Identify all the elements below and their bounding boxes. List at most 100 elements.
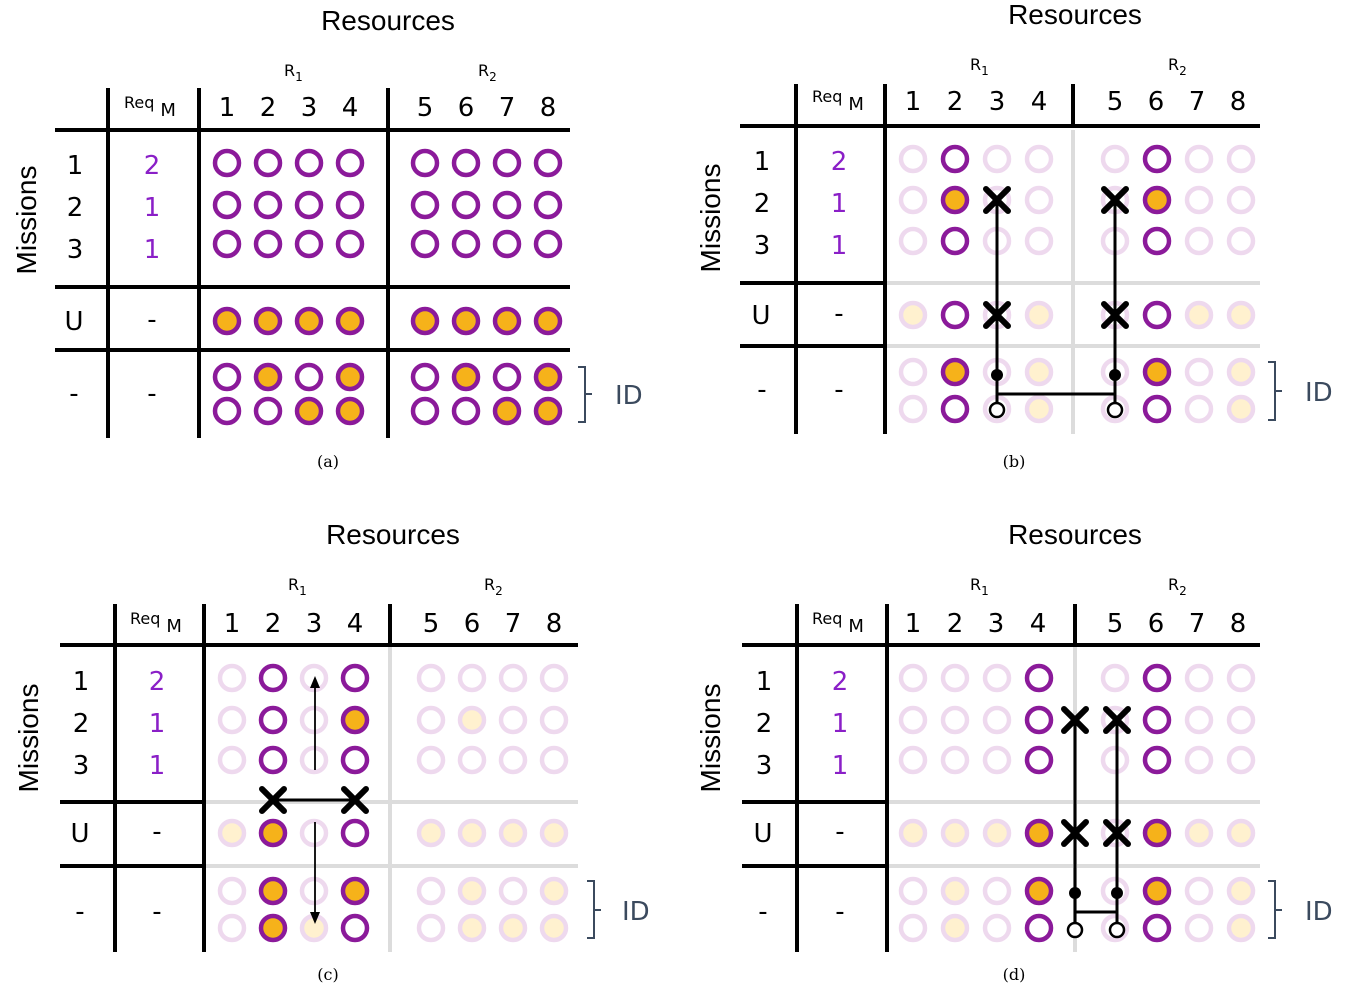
empty-slot: [495, 193, 519, 217]
id-bracket: ID: [1268, 881, 1333, 938]
faded-assigned-slot: [985, 821, 1009, 845]
resource-number: 7: [499, 93, 516, 123]
empty-slot: [1145, 229, 1169, 253]
empty-slot: [495, 232, 519, 256]
empty-slot: [1145, 397, 1169, 421]
mission-number: 1: [73, 667, 90, 697]
assigned-slot: [1145, 188, 1169, 212]
mission-number: 3: [67, 235, 84, 265]
empty-slot: [343, 916, 367, 940]
assigned-slot: [413, 309, 437, 333]
req-value: 1: [832, 709, 849, 739]
empty-slot: [1145, 666, 1169, 690]
faded-slot: [901, 229, 925, 253]
empty-slot: [413, 399, 437, 423]
resource-number: 1: [905, 87, 922, 117]
faded-slot: [220, 748, 244, 772]
faded-slot: [901, 397, 925, 421]
mission-number: 3: [756, 751, 773, 781]
mission-number: 3: [754, 231, 771, 261]
faded-slot: [1229, 147, 1253, 171]
resource-number: 4: [1031, 87, 1048, 117]
resource-number: 4: [342, 93, 359, 123]
faded-assigned-slot: [460, 708, 484, 732]
resource-number: 6: [458, 93, 475, 123]
r1-label: R1: [288, 575, 307, 598]
resource-number: 5: [1107, 609, 1124, 639]
faded-slot: [1027, 147, 1051, 171]
resource-number: 7: [505, 609, 522, 639]
panel-d: Resources Missions R1 R2 Req M 1 2 3 4 5 …: [695, 519, 1333, 984]
assigned-slot: [1027, 879, 1051, 903]
u-row-label: U: [64, 307, 83, 337]
faded-slot: [943, 748, 967, 772]
resource-number: 4: [1030, 609, 1047, 639]
faded-slot: [460, 748, 484, 772]
faded-assigned-slot: [943, 916, 967, 940]
empty-slot: [256, 151, 280, 175]
empty-slot: [413, 151, 437, 175]
dash: -: [75, 897, 84, 927]
assigned-slot: [1145, 360, 1169, 384]
mission-number: 3: [73, 751, 90, 781]
empty-slot: [536, 151, 560, 175]
assigned-slot: [338, 399, 362, 423]
faded-slot: [943, 708, 967, 732]
faded-slot: [302, 821, 326, 845]
empty-slot: [413, 232, 437, 256]
r1-label: R1: [970, 575, 989, 598]
faded-slot: [542, 666, 566, 690]
faded-assigned-slot: [460, 916, 484, 940]
resource-number: 5: [423, 609, 440, 639]
r2-label: R2: [484, 575, 503, 598]
empty-slot: [256, 193, 280, 217]
assigned-slot: [536, 309, 560, 333]
dash: -: [758, 897, 767, 927]
assigned-slot: [536, 399, 560, 423]
faded-slot: [985, 708, 1009, 732]
mission-number: 1: [754, 147, 771, 177]
faded-slot: [1187, 666, 1211, 690]
dash: -: [147, 305, 156, 335]
req-value: 1: [144, 193, 161, 223]
resource-number: 8: [1230, 609, 1247, 639]
assigned-slot: [338, 309, 362, 333]
req-value: 2: [831, 147, 848, 177]
faded-assigned-slot: [943, 821, 967, 845]
assigned-slot: [536, 365, 560, 389]
empty-slot: [256, 399, 280, 423]
assigned-slot: [297, 309, 321, 333]
resource-number: 3: [301, 93, 318, 123]
empty-slot: [343, 666, 367, 690]
faded-slot: [419, 916, 443, 940]
empty-slot: [297, 232, 321, 256]
empty-slot: [1145, 748, 1169, 772]
assigned-slot: [1027, 821, 1051, 845]
empty-slot: [943, 229, 967, 253]
assigned-slot: [343, 879, 367, 903]
swap-connector: [997, 200, 1115, 409]
faded-assigned-slot: [542, 821, 566, 845]
faded-slot: [501, 666, 525, 690]
faded-slot: [419, 879, 443, 903]
resource-number: 8: [546, 609, 563, 639]
faded-slot: [542, 748, 566, 772]
resource-number: 1: [905, 609, 922, 639]
empty-slot: [1027, 916, 1051, 940]
empty-slot: [297, 193, 321, 217]
faded-slot: [1103, 666, 1127, 690]
faded-slot: [901, 147, 925, 171]
resource-number: 6: [1148, 609, 1165, 639]
resource-number: 5: [1107, 87, 1124, 117]
empty-slot: [454, 151, 478, 175]
faded-slot: [419, 666, 443, 690]
faded-slot: [419, 748, 443, 772]
faded-assigned-slot: [1229, 360, 1253, 384]
req-value: 1: [149, 751, 166, 781]
mission-number: 1: [67, 151, 84, 181]
empty-slot: [261, 708, 285, 732]
faded-slot: [1229, 748, 1253, 772]
open-node: [990, 403, 1004, 417]
mission-rows: 1 2 3 2 1 1 U - - -: [70, 667, 165, 927]
